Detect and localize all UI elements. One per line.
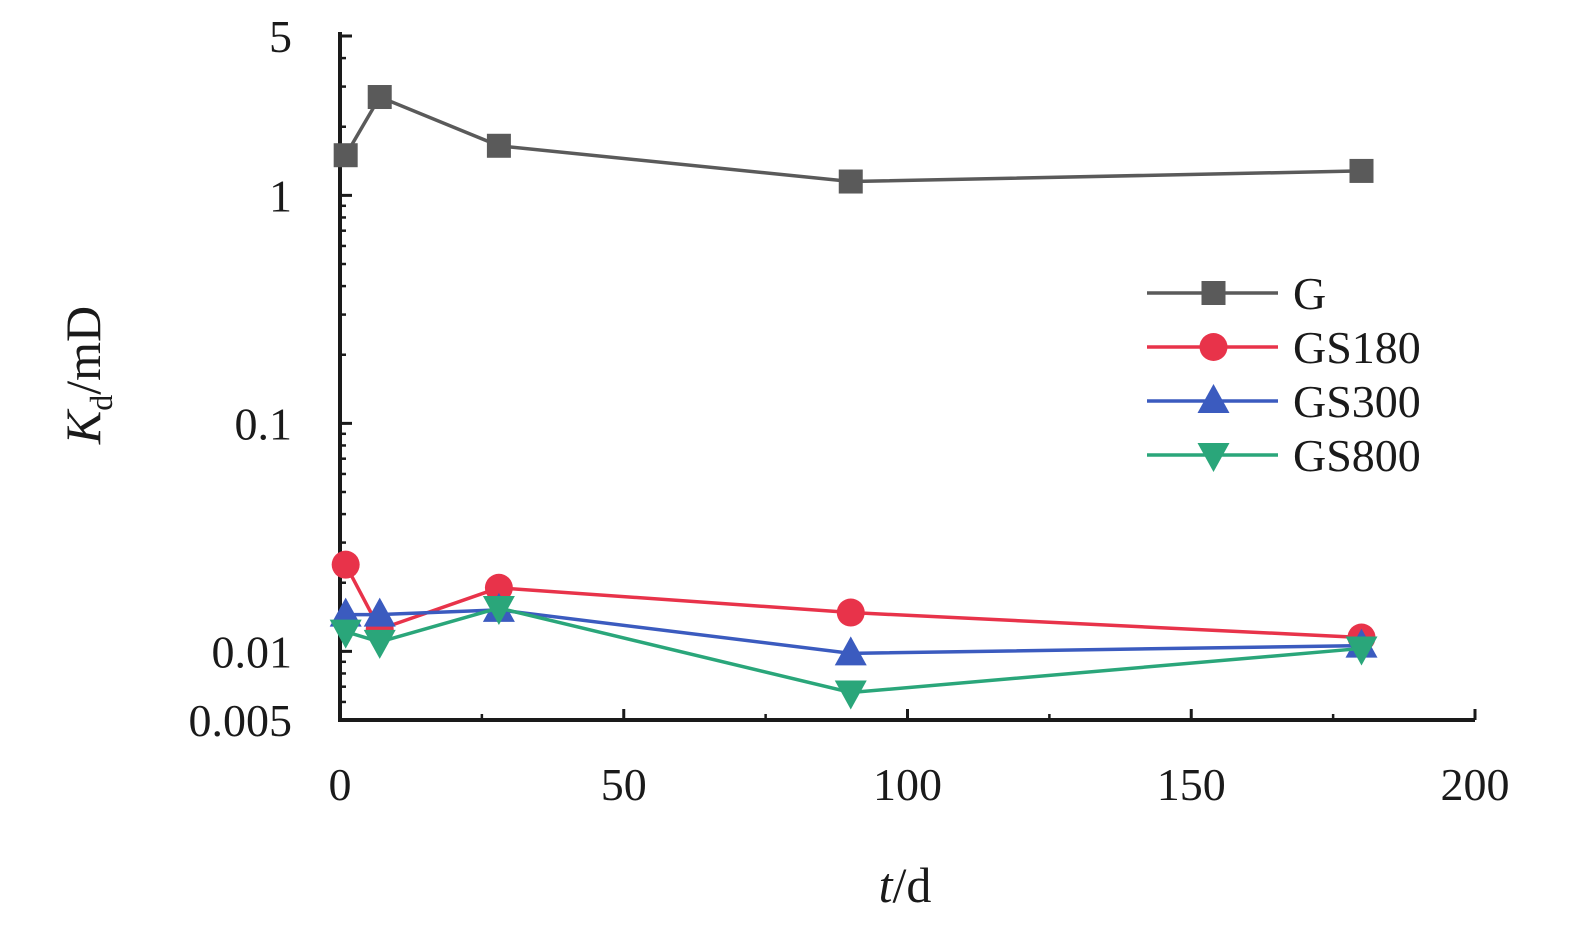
x-axis-title: t/d: [879, 857, 932, 913]
legend-label: G: [1293, 268, 1326, 319]
data-point: [484, 573, 513, 602]
legend-label: GS300: [1293, 376, 1421, 427]
data-point: [329, 619, 362, 649]
legend-entry: GS800: [1147, 430, 1421, 481]
data-point: [834, 680, 867, 710]
data-point: [486, 133, 511, 158]
y-tick-label: 0.005: [189, 695, 293, 746]
series-g: [333, 85, 1374, 194]
data-point: [1345, 636, 1378, 666]
axes: 0 50 100 150 200 0.005 0.01 0.1 1 5: [189, 11, 1510, 810]
legend-entry: GS300: [1147, 376, 1421, 427]
data-point: [363, 629, 396, 659]
y-tick-label: 5: [269, 11, 292, 62]
data-point: [333, 143, 358, 168]
legend-marker: [1201, 281, 1226, 305]
y-axis-title-sub: d: [83, 395, 119, 411]
data-point: [363, 597, 396, 627]
x-tick-label: 50: [601, 759, 647, 810]
legend-marker: [1197, 384, 1230, 413]
legend-entry: G: [1147, 268, 1326, 319]
y-axis-title-main: K: [55, 408, 111, 445]
x-tick-label: 200: [1441, 759, 1510, 810]
data-point: [838, 169, 863, 194]
x-tick-label: 100: [873, 759, 942, 810]
data-point: [482, 595, 515, 625]
series-gs800: [329, 595, 1378, 710]
data-point: [1349, 158, 1374, 183]
y-tick-label: 0.01: [212, 626, 293, 677]
data-point: [329, 597, 362, 627]
x-axis-title-unit: /d: [893, 857, 932, 913]
y-tick-label: 1: [269, 170, 292, 221]
data-point: [331, 550, 360, 579]
y-tick-label: 0.1: [235, 398, 293, 449]
legend-marker: [1197, 443, 1230, 472]
legend-label: GS180: [1293, 322, 1421, 373]
y-axis-title: Kd/mD: [55, 306, 119, 445]
legend-marker: [1199, 333, 1228, 361]
x-tick-label: 150: [1157, 759, 1226, 810]
x-tick-label: 0: [329, 759, 352, 810]
data-point: [834, 636, 867, 666]
series-layer: [329, 85, 1378, 710]
legend-label: GS800: [1293, 430, 1421, 481]
data-point: [836, 598, 865, 627]
data-point: [367, 85, 392, 110]
x-axis-title-main: t: [879, 857, 894, 913]
y-axis-title-unit: /mD: [55, 306, 111, 395]
legend-entry: GS180: [1147, 322, 1421, 373]
